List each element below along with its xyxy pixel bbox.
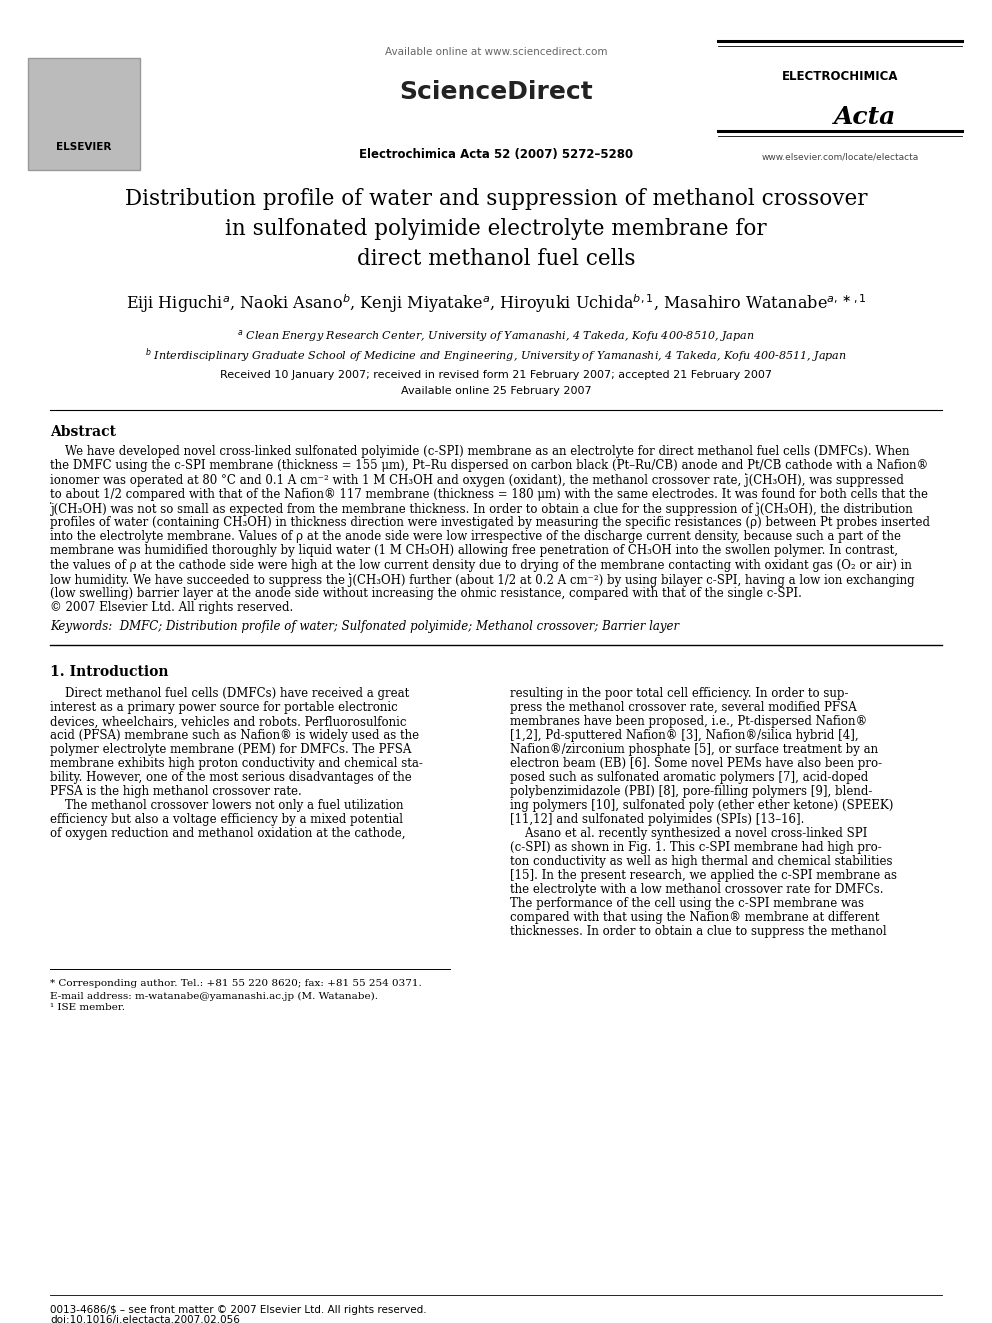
Text: electron beam (EB) [6]. Some novel PEMs have also been pro-: electron beam (EB) [6]. Some novel PEMs … xyxy=(510,757,882,770)
Text: Nafion®/zirconium phosphate [5], or surface treatment by an: Nafion®/zirconium phosphate [5], or surf… xyxy=(510,744,878,757)
Text: Asano et al. recently synthesized a novel cross-linked SPI: Asano et al. recently synthesized a nove… xyxy=(510,827,867,840)
Text: press the methanol crossover rate, several modified PFSA: press the methanol crossover rate, sever… xyxy=(510,701,857,714)
Text: low humidity. We have succeeded to suppress the j̇(CH₃OH) further (about 1/2 at : low humidity. We have succeeded to suppr… xyxy=(50,573,915,586)
Text: Eiji Higuchi$^{a}$, Naoki Asano$^{b}$, Kenji Miyatake$^{a}$, Hiroyuki Uchida$^{b: Eiji Higuchi$^{a}$, Naoki Asano$^{b}$, K… xyxy=(126,292,866,315)
Text: the DMFC using the c-SPI membrane (thickness = 155 μm), Pt–Ru dispersed on carbo: the DMFC using the c-SPI membrane (thick… xyxy=(50,459,929,472)
Text: into the electrolyte membrane. Values of ρ at the anode side were low irrespecti: into the electrolyte membrane. Values of… xyxy=(50,531,901,544)
Text: ionomer was operated at 80 °C and 0.1 A cm⁻² with 1 M CH₃OH and oxygen (oxidant): ionomer was operated at 80 °C and 0.1 A … xyxy=(50,474,904,487)
Text: 1. Introduction: 1. Introduction xyxy=(50,665,169,680)
Text: membrane exhibits high proton conductivity and chemical sta-: membrane exhibits high proton conductivi… xyxy=(50,757,423,770)
Text: profiles of water (containing CH₃OH) in thickness direction were investigated by: profiles of water (containing CH₃OH) in … xyxy=(50,516,930,529)
Text: We have developed novel cross-linked sulfonated polyimide (c-SPI) membrane as an: We have developed novel cross-linked sul… xyxy=(50,445,910,458)
Text: resulting in the poor total cell efficiency. In order to sup-: resulting in the poor total cell efficie… xyxy=(510,688,848,700)
Text: polymer electrolyte membrane (PEM) for DMFCs. The PFSA: polymer electrolyte membrane (PEM) for D… xyxy=(50,744,412,757)
Text: ton conductivity as well as high thermal and chemical stabilities: ton conductivity as well as high thermal… xyxy=(510,856,893,868)
Text: E-mail address: m-watanabe@yamanashi.ac.jp (M. Watanabe).: E-mail address: m-watanabe@yamanashi.ac.… xyxy=(50,991,378,1000)
Text: © 2007 Elsevier Ltd. All rights reserved.: © 2007 Elsevier Ltd. All rights reserved… xyxy=(50,601,294,614)
Text: the electrolyte with a low methanol crossover rate for DMFCs.: the electrolyte with a low methanol cros… xyxy=(510,884,884,897)
Text: efficiency but also a voltage efficiency by a mixed potential: efficiency but also a voltage efficiency… xyxy=(50,814,403,827)
Text: membranes have been proposed, i.e., Pt-dispersed Nafion®: membranes have been proposed, i.e., Pt-d… xyxy=(510,716,867,729)
Text: Distribution profile of water and suppression of methanol crossover: Distribution profile of water and suppre… xyxy=(125,188,867,210)
Text: compared with that using the Nafion® membrane at different: compared with that using the Nafion® mem… xyxy=(510,912,879,925)
Text: acid (PFSA) membrane such as Nafion® is widely used as the: acid (PFSA) membrane such as Nafion® is … xyxy=(50,729,420,742)
Text: ¹ ISE member.: ¹ ISE member. xyxy=(50,1003,125,1012)
Text: ELSEVIER: ELSEVIER xyxy=(57,142,112,152)
Text: Abstract: Abstract xyxy=(50,425,116,439)
Text: The methanol crossover lowers not only a fuel utilization: The methanol crossover lowers not only a… xyxy=(50,799,404,812)
Text: direct methanol fuel cells: direct methanol fuel cells xyxy=(357,247,635,270)
Text: (low swelling) barrier layer at the anode side without increasing the ohmic resi: (low swelling) barrier layer at the anod… xyxy=(50,587,802,601)
Text: Available online 25 February 2007: Available online 25 February 2007 xyxy=(401,386,591,396)
Text: j̇(CH₃OH) was not so small as expected from the membrane thickness. In order to : j̇(CH₃OH) was not so small as expected f… xyxy=(50,501,913,516)
Text: (c-SPI) as shown in Fig. 1. This c-SPI membrane had high pro-: (c-SPI) as shown in Fig. 1. This c-SPI m… xyxy=(510,841,882,855)
Text: Keywords:  DMFC; Distribution profile of water; Sulfonated polyimide; Methanol c: Keywords: DMFC; Distribution profile of … xyxy=(50,620,680,634)
Text: PFSA is the high methanol crossover rate.: PFSA is the high methanol crossover rate… xyxy=(50,786,302,798)
Text: 0013-4686/$ – see front matter © 2007 Elsevier Ltd. All rights reserved.: 0013-4686/$ – see front matter © 2007 El… xyxy=(50,1304,427,1315)
Text: Received 10 January 2007; received in revised form 21 February 2007; accepted 21: Received 10 January 2007; received in re… xyxy=(220,370,772,380)
Text: ing polymers [10], sulfonated poly (ether ether ketone) (SPEEK): ing polymers [10], sulfonated poly (ethe… xyxy=(510,799,894,812)
Text: of oxygen reduction and methanol oxidation at the cathode,: of oxygen reduction and methanol oxidati… xyxy=(50,827,406,840)
Text: doi:10.1016/j.electacta.2007.02.056: doi:10.1016/j.electacta.2007.02.056 xyxy=(50,1315,240,1323)
Text: devices, wheelchairs, vehicles and robots. Perfluorosulfonic: devices, wheelchairs, vehicles and robot… xyxy=(50,716,407,729)
Text: Acta: Acta xyxy=(834,105,896,130)
Text: [11,12] and sulfonated polyimides (SPIs) [13–16].: [11,12] and sulfonated polyimides (SPIs)… xyxy=(510,814,805,827)
Text: * Corresponding author. Tel.: +81 55 220 8620; fax: +81 55 254 0371.: * Corresponding author. Tel.: +81 55 220… xyxy=(50,979,422,988)
Text: Available online at www.sciencedirect.com: Available online at www.sciencedirect.co… xyxy=(385,48,607,57)
Text: www.elsevier.com/locate/electacta: www.elsevier.com/locate/electacta xyxy=(762,152,919,161)
Text: $^{b}$ Interdisciplinary Graduate School of Medicine and Engineering, University: $^{b}$ Interdisciplinary Graduate School… xyxy=(145,347,847,365)
Text: polybenzimidazole (PBI) [8], pore-filling polymers [9], blend-: polybenzimidazole (PBI) [8], pore-fillin… xyxy=(510,786,872,798)
Text: [1,2], Pd-sputtered Nafion® [3], Nafion®/silica hybrid [4],: [1,2], Pd-sputtered Nafion® [3], Nafion®… xyxy=(510,729,859,742)
Text: ELECTROCHIMICA: ELECTROCHIMICA xyxy=(782,70,898,83)
Text: posed such as sulfonated aromatic polymers [7], acid-doped: posed such as sulfonated aromatic polyme… xyxy=(510,771,868,785)
Text: Direct methanol fuel cells (DMFCs) have received a great: Direct methanol fuel cells (DMFCs) have … xyxy=(50,688,410,700)
Bar xyxy=(28,58,140,169)
Text: in sulfonated polyimide electrolyte membrane for: in sulfonated polyimide electrolyte memb… xyxy=(225,218,767,239)
Text: $^{a}$ Clean Energy Research Center, University of Yamanashi, 4 Takeda, Kofu 400: $^{a}$ Clean Energy Research Center, Uni… xyxy=(237,328,755,344)
Text: The performance of the cell using the c-SPI membrane was: The performance of the cell using the c-… xyxy=(510,897,864,910)
Text: bility. However, one of the most serious disadvantages of the: bility. However, one of the most serious… xyxy=(50,771,412,785)
Text: the values of ρ at the cathode side were high at the low current density due to : the values of ρ at the cathode side were… xyxy=(50,558,912,572)
Text: membrane was humidified thoroughly by liquid water (1 M CH₃OH) allowing free pen: membrane was humidified thoroughly by li… xyxy=(50,544,898,557)
Text: interest as a primary power source for portable electronic: interest as a primary power source for p… xyxy=(50,701,398,714)
Text: to about 1/2 compared with that of the Nafion® 117 membrane (thickness = 180 μm): to about 1/2 compared with that of the N… xyxy=(50,488,928,500)
Text: [15]. In the present research, we applied the c-SPI membrane as: [15]. In the present research, we applie… xyxy=(510,869,897,882)
Text: ScienceDirect: ScienceDirect xyxy=(399,79,593,105)
Text: Electrochimica Acta 52 (2007) 5272–5280: Electrochimica Acta 52 (2007) 5272–5280 xyxy=(359,148,633,161)
Text: thicknesses. In order to obtain a clue to suppress the methanol: thicknesses. In order to obtain a clue t… xyxy=(510,925,887,938)
